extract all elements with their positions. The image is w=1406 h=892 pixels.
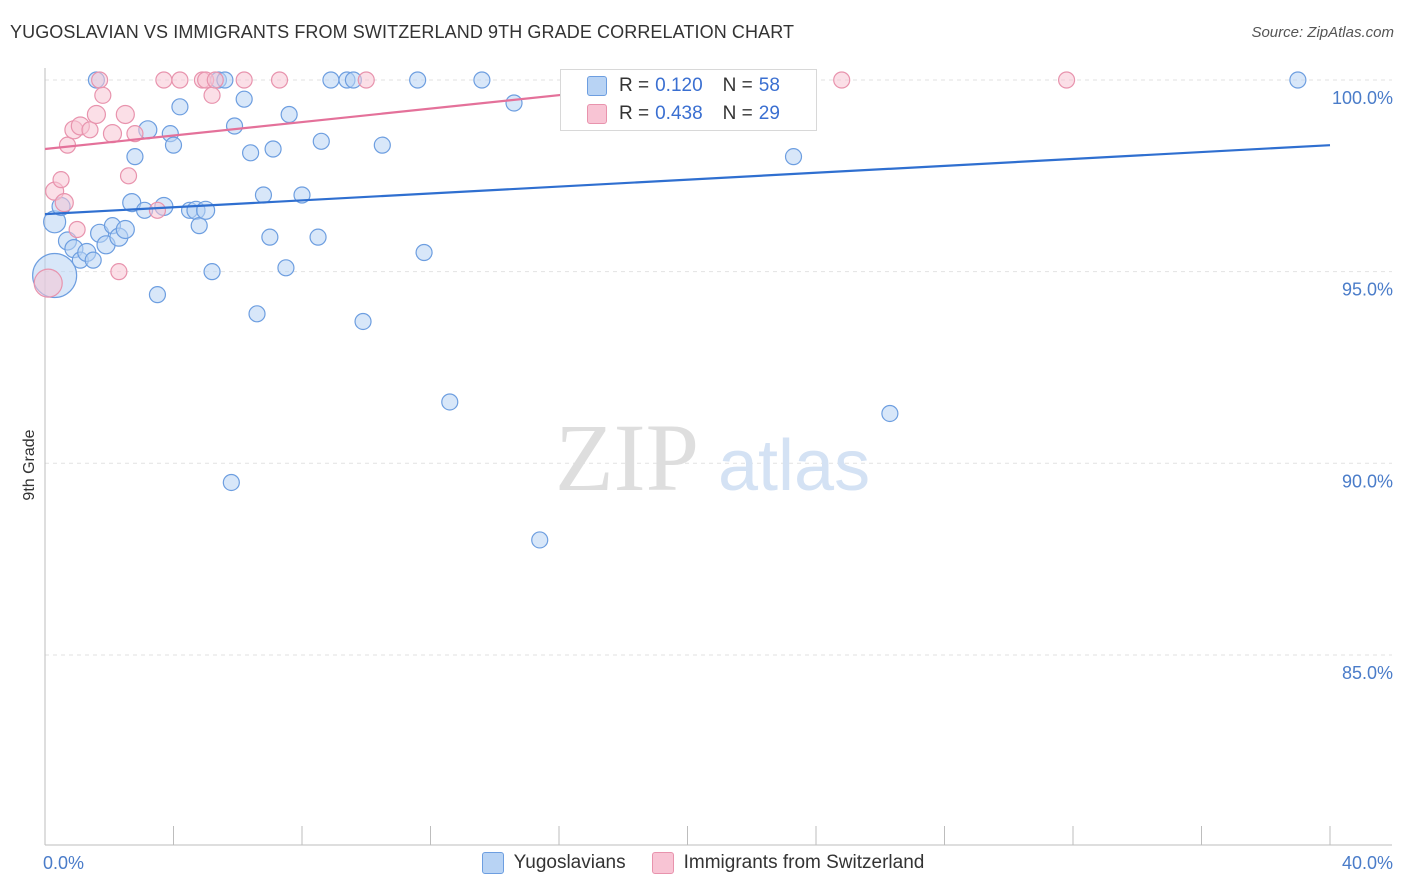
data-point <box>235 90 253 108</box>
data-point <box>102 124 123 144</box>
data-point <box>148 286 167 304</box>
r-value: 0.120 <box>655 75 703 96</box>
data-point <box>784 148 803 166</box>
trend-line <box>44 144 1331 216</box>
data-point <box>409 71 427 89</box>
x-tick-label: 0.0% <box>43 853 84 873</box>
data-point <box>261 228 279 246</box>
source-credit: Source: ZipAtlas.com <box>1251 24 1394 41</box>
r-value: 0.438 <box>655 103 703 124</box>
data-point <box>441 393 459 411</box>
data-point <box>171 71 189 89</box>
data-point <box>373 136 391 154</box>
y-tick-label: 90.0% <box>1342 471 1393 491</box>
data-point <box>164 136 183 154</box>
stats-legend: R = 0.120 N = 58 R = 0.438 N = 29 <box>560 69 817 131</box>
data-point <box>248 305 266 323</box>
data-point <box>531 531 549 549</box>
data-point <box>222 473 240 492</box>
data-point <box>148 201 167 219</box>
data-point <box>33 268 63 298</box>
data-point <box>254 186 273 204</box>
data-point <box>277 259 295 277</box>
data-point <box>206 71 224 89</box>
pink-swatch-icon <box>651 852 674 874</box>
watermark-atlas: atlas <box>718 426 870 506</box>
legend-item-yugoslavians[interactable]: Yugoslavians <box>481 852 626 874</box>
watermark-zip: ZIP <box>555 404 699 511</box>
x-tick-label: 40.0% <box>1342 853 1393 873</box>
data-point <box>354 312 372 331</box>
data-point <box>196 200 216 220</box>
tick-labels: 100.0% 95.0% 90.0% 85.0% 0.0% 40.0% <box>43 88 1393 873</box>
data-point <box>280 105 298 124</box>
data-point <box>94 86 112 104</box>
gridlines <box>45 79 1392 656</box>
axes <box>44 68 1392 846</box>
data-point <box>155 71 173 89</box>
data-point <box>473 71 491 89</box>
data-point <box>833 71 851 89</box>
data-point <box>312 132 330 150</box>
n-label: N = <box>722 103 753 124</box>
n-value: 29 <box>758 103 780 124</box>
data-point <box>52 171 70 189</box>
y-tick-label: 95.0% <box>1342 280 1393 300</box>
data-point <box>415 243 433 262</box>
n-value: 58 <box>758 75 780 96</box>
data-point <box>309 228 327 246</box>
y-tick-label: 100.0% <box>1332 88 1393 108</box>
data-point <box>881 404 899 423</box>
data-point <box>91 71 109 89</box>
data-point <box>110 263 128 281</box>
data-point <box>86 104 107 125</box>
data-point <box>203 263 221 281</box>
data-point <box>1289 71 1307 89</box>
stats-row-switzerland: R = 0.438 N = 29 <box>587 101 780 127</box>
data-point <box>84 251 102 269</box>
r-label: R = <box>619 75 650 96</box>
legend-label: Immigrants from Switzerland <box>683 852 925 873</box>
data-point <box>293 186 311 204</box>
data-point <box>119 167 138 185</box>
data-point <box>357 71 375 89</box>
blue-swatch-icon <box>587 76 607 96</box>
data-point <box>126 125 144 143</box>
stats-row-yugoslavians: R = 0.120 N = 58 <box>587 73 780 99</box>
data-point <box>68 220 86 239</box>
r-label: R = <box>619 103 650 124</box>
data-point <box>171 98 189 116</box>
data-point <box>235 71 253 89</box>
data-point <box>115 104 135 125</box>
data-point <box>505 94 523 112</box>
data-point <box>264 140 282 158</box>
chart-title: YUGOSLAVIAN VS IMMIGRANTS FROM SWITZERLA… <box>10 22 795 42</box>
data-point <box>1057 71 1076 89</box>
blue-swatch-icon <box>481 852 504 874</box>
legend-label: Yugoslavians <box>513 852 626 873</box>
data-point <box>54 193 74 213</box>
data-point <box>203 86 221 104</box>
data-point <box>242 144 260 162</box>
data-point <box>225 117 244 135</box>
pink-swatch-icon <box>587 104 607 124</box>
series-legend: Yugoslavians Immigrants from Switzerland <box>0 852 1406 874</box>
data-point <box>81 121 99 139</box>
legend-item-switzerland[interactable]: Immigrants from Switzerland <box>651 852 925 874</box>
data-point <box>126 148 144 166</box>
n-label: N = <box>722 75 753 96</box>
data-point <box>322 71 340 89</box>
data-point <box>270 71 289 89</box>
data-point <box>190 217 208 235</box>
y-tick-label: 85.0% <box>1342 663 1393 683</box>
data-point <box>115 219 135 240</box>
